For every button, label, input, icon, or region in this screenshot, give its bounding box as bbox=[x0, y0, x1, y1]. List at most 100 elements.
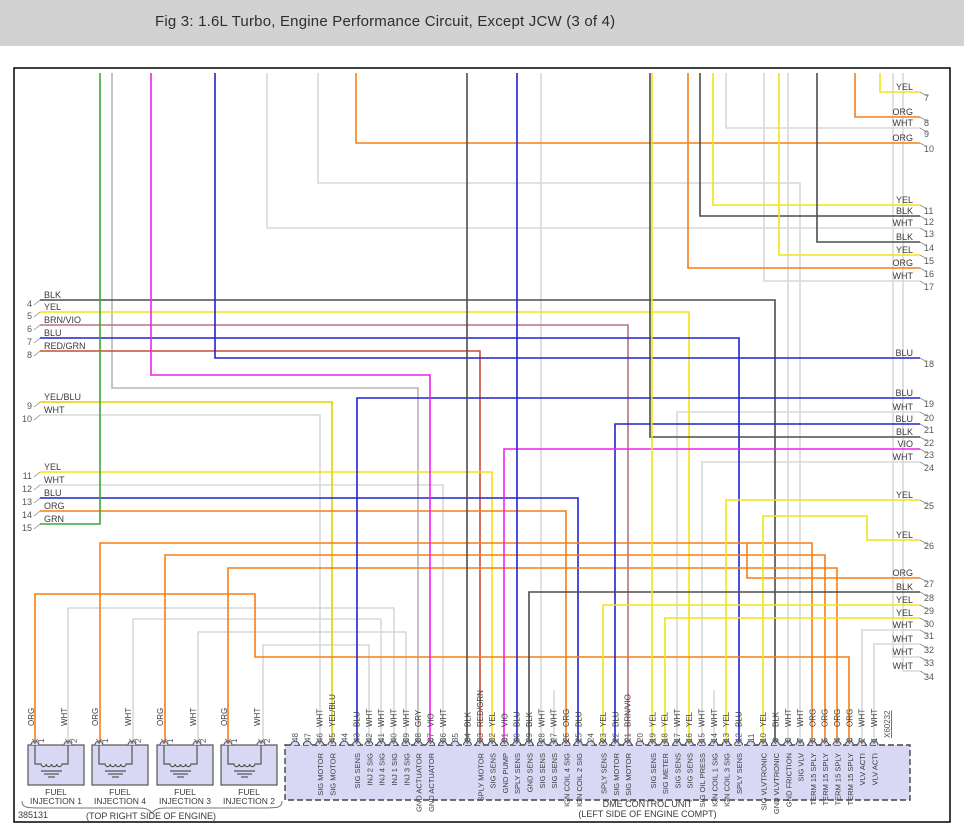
injector-name: FUEL bbox=[174, 787, 196, 797]
dme-pin-color-label: ORG bbox=[845, 709, 854, 727]
right-pin-number: 28 bbox=[924, 593, 934, 603]
dme-pin-color-label: WHT bbox=[550, 709, 559, 727]
dme-pin-number: 9 bbox=[771, 737, 780, 742]
dme-pin-number: 44 bbox=[340, 733, 349, 742]
document-number: 385131 bbox=[18, 810, 49, 820]
right-pin-number: 32 bbox=[924, 645, 934, 655]
dme-pin-color-label: WHT bbox=[673, 709, 682, 727]
dme-connector-id: X60232 bbox=[883, 710, 892, 738]
dme-pin-number: 8 bbox=[784, 737, 793, 742]
dme-pin-color-label: WHT bbox=[377, 709, 386, 727]
dme-pin-function-label: GND ACTUATOR bbox=[427, 752, 436, 811]
right-pin-tick bbox=[919, 227, 928, 233]
dme-pin-arrow-icon bbox=[624, 738, 631, 745]
wire-yel-blu bbox=[40, 401, 333, 745]
dme-pin-color-label: WHT bbox=[402, 709, 411, 727]
injector-pin-color-label: ORG bbox=[27, 708, 36, 726]
left-pin-number: 6 bbox=[27, 324, 32, 334]
wire-wht bbox=[873, 643, 920, 745]
dme-pin-number: 6 bbox=[808, 737, 817, 742]
left-pin-tick bbox=[33, 401, 41, 408]
dme-pin-number: 23 bbox=[599, 733, 608, 742]
wire-org bbox=[164, 554, 826, 745]
dme-pin-arrow-icon bbox=[402, 738, 409, 745]
injector-pin-number: 2 bbox=[199, 738, 208, 743]
dme-pin-bump bbox=[746, 740, 756, 746]
wire-wht bbox=[40, 484, 444, 745]
wire-yel bbox=[40, 471, 493, 745]
right-pin-tick bbox=[919, 280, 928, 286]
dme-pin-arrow-icon bbox=[464, 738, 471, 745]
dme-pin-number: 40 bbox=[390, 733, 399, 742]
injector-pin-color-label: WHT bbox=[124, 708, 133, 726]
injector-pin-color-label: WHT bbox=[189, 708, 198, 726]
dme-pin-number: 34 bbox=[463, 733, 472, 742]
dme-pin-number: 43 bbox=[353, 733, 362, 742]
injector-coil-icon bbox=[163, 745, 198, 768]
right-pin-tick bbox=[919, 448, 928, 454]
left-pin-color-label: BRN/VIO bbox=[44, 315, 81, 325]
right-pin-number: 17 bbox=[924, 282, 934, 292]
dme-pin-arrow-icon bbox=[674, 738, 680, 745]
title-bar: Fig 3: 1.6L Turbo, Engine Performance Ci… bbox=[0, 0, 964, 46]
injector-pin-color-label: ORG bbox=[91, 708, 100, 726]
dme-pin-color-label: BLU bbox=[611, 711, 620, 727]
dme-pin-number: 47 bbox=[303, 733, 312, 742]
right-pin-number: 21 bbox=[924, 425, 934, 435]
left-pin-tick bbox=[33, 510, 41, 517]
dme-pin-number: 36 bbox=[439, 733, 448, 742]
wire-org bbox=[854, 73, 920, 118]
dme-pin-arrow-icon bbox=[723, 738, 730, 745]
left-pin-color-label: YEL/BLU bbox=[44, 392, 81, 402]
dme-pin-color-label: WHT bbox=[710, 709, 719, 727]
left-pin-tick bbox=[33, 484, 41, 491]
dme-pin-color-label: BLU bbox=[353, 711, 362, 727]
dme-pin-arrow-icon bbox=[600, 738, 606, 745]
dme-pin-color-label: YEL bbox=[648, 711, 657, 727]
dme-pin-arrow-icon bbox=[489, 738, 496, 745]
right-pin-color-label: ORG bbox=[892, 107, 913, 117]
injector-group-brace bbox=[21, 800, 283, 814]
right-pin-color-label: YEL bbox=[896, 245, 913, 255]
right-pin-tick bbox=[919, 499, 928, 505]
left-pin-number: 10 bbox=[22, 414, 32, 424]
dme-pin-bump bbox=[586, 740, 596, 746]
dme-pin-function-label: SIG MOTOR bbox=[316, 752, 325, 795]
dme-pin-number: 17 bbox=[673, 733, 682, 742]
dme-pin-color-label: YEL bbox=[685, 711, 694, 727]
right-pin-color-label: BLK bbox=[896, 582, 913, 592]
dme-pin-arrow-icon bbox=[526, 738, 532, 745]
right-pin-color-label: BLK bbox=[896, 206, 913, 216]
left-pin-color-label: GRN bbox=[44, 514, 64, 524]
dme-pin-color-label: VIO bbox=[500, 713, 509, 727]
left-pin-tick bbox=[33, 350, 41, 357]
dme-pin-arrow-icon bbox=[834, 738, 840, 745]
wire-wht bbox=[317, 73, 801, 745]
dme-pin-color-label: YEL bbox=[599, 711, 608, 727]
right-pin-tick bbox=[919, 591, 928, 597]
right-pin-number: 27 bbox=[924, 579, 934, 589]
right-pin-color-label: WHT bbox=[893, 620, 914, 630]
dme-caption: DME CONTROL UNIT bbox=[602, 799, 693, 809]
dme-pin-number: 33 bbox=[476, 733, 485, 742]
wire-wht bbox=[197, 631, 407, 745]
injector-pin-number: 1 bbox=[37, 738, 46, 743]
dme-pin-number: 35 bbox=[451, 733, 460, 742]
dme-pin-function-label: TERM 15 SPLY bbox=[821, 753, 830, 805]
dme-pin-function-label: SPLY SENS bbox=[599, 753, 608, 794]
dme-pin-color-label: BLK bbox=[771, 711, 780, 727]
right-pin-tick bbox=[919, 539, 928, 545]
dme-pin-color-label: BLU bbox=[513, 711, 522, 727]
left-pin-number: 12 bbox=[22, 484, 32, 494]
dme-pin-number: 28 bbox=[537, 733, 546, 742]
dme-pin-number: 41 bbox=[377, 733, 386, 742]
dme-pin-function-label: SIG SENS bbox=[538, 753, 547, 788]
dme-pin-color-label: WHT bbox=[316, 709, 325, 727]
left-pin-tick bbox=[33, 337, 41, 344]
left-pin-number: 4 bbox=[27, 299, 32, 309]
dme-pin-number: 29 bbox=[525, 733, 534, 742]
dme-pin-arrow-icon bbox=[550, 738, 557, 745]
dme-pin-arrow-icon bbox=[809, 738, 816, 745]
left-pin-color-label: BLK bbox=[44, 290, 61, 300]
